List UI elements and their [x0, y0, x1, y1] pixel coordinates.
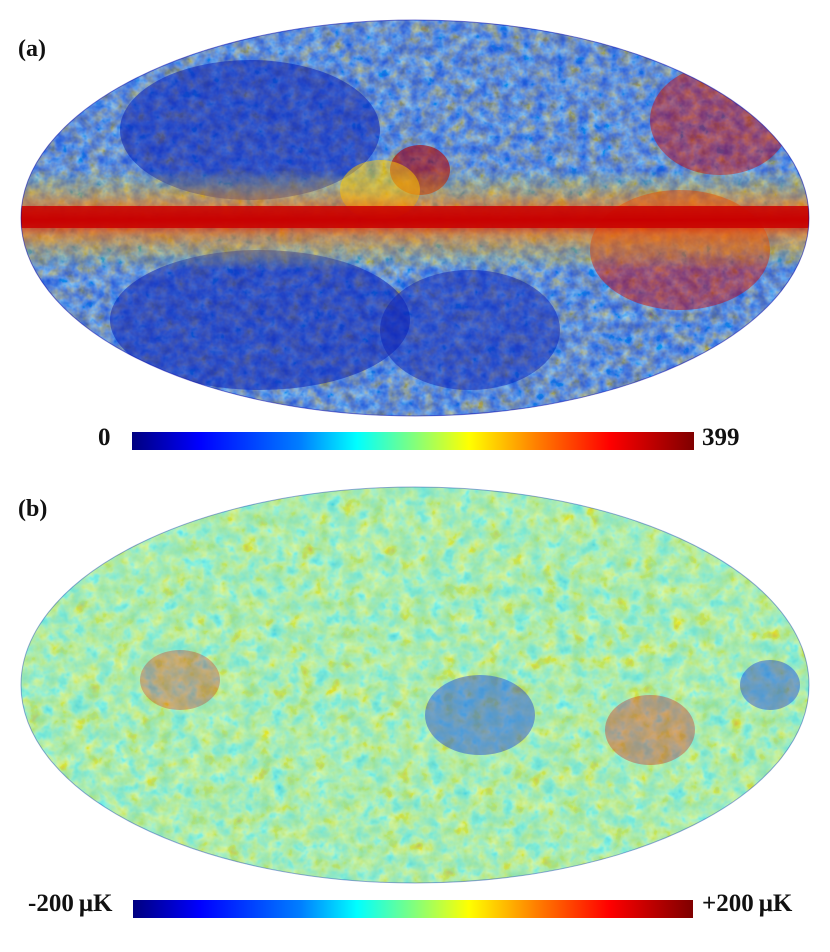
colorbar-b	[133, 900, 693, 918]
colorbar-a-max-label: 399	[702, 424, 740, 451]
colorbar-b-max-label: +200 μK	[702, 890, 793, 917]
panel-a-label: (a)	[18, 36, 46, 62]
colorbar-b-min-label: -200 μK	[28, 890, 113, 917]
panel-b-label: (b)	[18, 496, 48, 522]
colorbar-a	[132, 432, 694, 450]
sky-map-a	[20, 19, 810, 417]
colorbar-a-min-label: 0	[98, 424, 111, 451]
sky-map-b	[20, 486, 810, 884]
